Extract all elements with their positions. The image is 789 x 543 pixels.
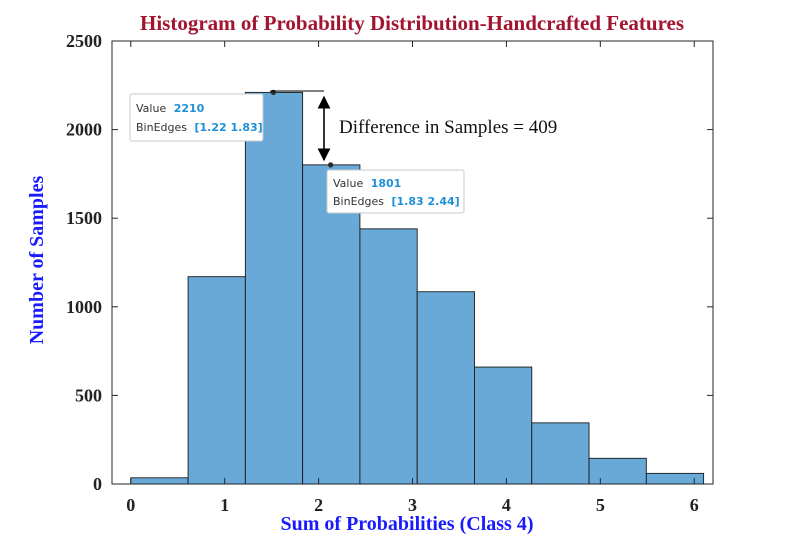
svg-text:Value 2210: Value 2210 xyxy=(136,102,205,115)
x-tick-label: 3 xyxy=(408,495,417,515)
datatip-1[interactable]: Value 2210 BinEdges [1.22 1.83] xyxy=(129,93,264,142)
datatip-1-value: 2210 xyxy=(174,102,205,115)
histogram-bar-1[interactable] xyxy=(130,477,189,485)
datatip-2-edges: [1.83 2.44] xyxy=(392,195,460,208)
y-tick-label: 2000 xyxy=(66,120,102,140)
svg-text:BinEdges [1.83 2.44]: BinEdges [1.83 2.44] xyxy=(333,195,460,208)
y-axis-label: Number of Samples xyxy=(26,176,48,345)
datatip-2-edges-label: BinEdges xyxy=(333,195,384,208)
datatip-1-value-label: Value xyxy=(136,102,166,115)
chart-title: Histogram of Probability Distribution-Ha… xyxy=(140,11,684,35)
datatip-2-marker[interactable] xyxy=(328,162,334,168)
x-tick-label: 1 xyxy=(220,495,229,515)
bars-group xyxy=(130,91,705,485)
x-tick-label: 4 xyxy=(502,495,511,515)
histogram-bar-3[interactable] xyxy=(244,91,304,485)
datatip-2-value-label: Value xyxy=(333,177,363,190)
svg-text:BinEdges [1.22 1.83]: BinEdges [1.22 1.83] xyxy=(136,121,263,134)
y-tick-label: 500 xyxy=(75,385,102,405)
svg-text:Value 1801: Value 1801 xyxy=(333,177,401,190)
histogram-bar-2[interactable] xyxy=(187,276,246,485)
x-tick-label: 0 xyxy=(126,495,135,515)
datatip-1-edges-label: BinEdges xyxy=(136,121,187,134)
x-tick-label: 6 xyxy=(690,495,699,515)
difference-annotation: Difference in Samples = 409 xyxy=(339,117,557,138)
histogram-bar-7[interactable] xyxy=(474,366,533,485)
ticks-group: 0 500 1000 1500 2000 2500 0 1 2 3 4 5 6 xyxy=(66,31,713,515)
histogram-bar-9[interactable] xyxy=(588,457,647,485)
x-axis-label: Sum of Probabilities (Class 4) xyxy=(281,513,534,535)
y-tick-label: 1500 xyxy=(66,208,102,228)
histogram-bar-8[interactable] xyxy=(531,422,590,485)
x-tick-label: 5 xyxy=(596,495,605,515)
datatip-1-edges: [1.22 1.83] xyxy=(195,121,263,134)
x-tick-label: 2 xyxy=(314,495,323,515)
y-tick-label: 2500 xyxy=(66,31,102,51)
y-tick-label: 1000 xyxy=(66,297,102,317)
histogram-bar-6[interactable] xyxy=(416,291,475,485)
y-tick-label: 0 xyxy=(93,474,102,494)
datatip-2-value: 1801 xyxy=(371,177,402,190)
histogram-bar-5[interactable] xyxy=(359,228,418,485)
datatip-2[interactable]: Value 1801 BinEdges [1.83 2.44] xyxy=(326,169,465,214)
histogram-bar-10[interactable] xyxy=(645,472,705,485)
